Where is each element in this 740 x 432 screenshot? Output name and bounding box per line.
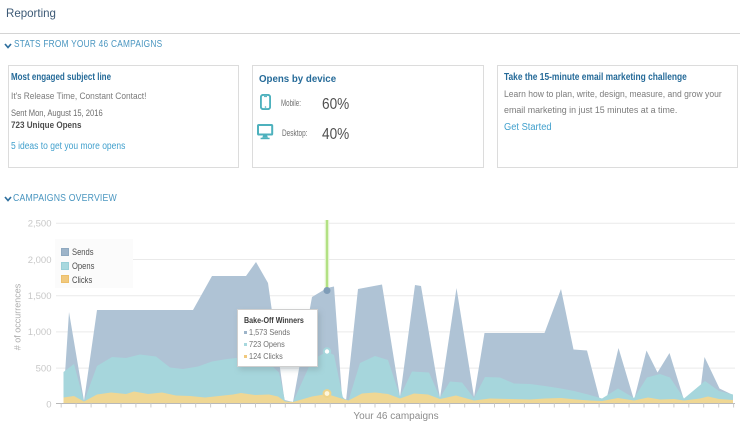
svg-text:1,500: 1,500 [28,291,52,302]
svg-text:1,000: 1,000 [28,327,52,338]
svg-text:500: 500 [36,363,52,374]
svg-text:# of occurrences: # of occurrences [13,283,23,350]
svg-text:Your 46 campaigns: Your 46 campaigns [353,411,438,422]
svg-text:0: 0 [46,400,51,411]
svg-text:2,500: 2,500 [28,219,52,230]
svg-text:2,000: 2,000 [28,255,52,266]
